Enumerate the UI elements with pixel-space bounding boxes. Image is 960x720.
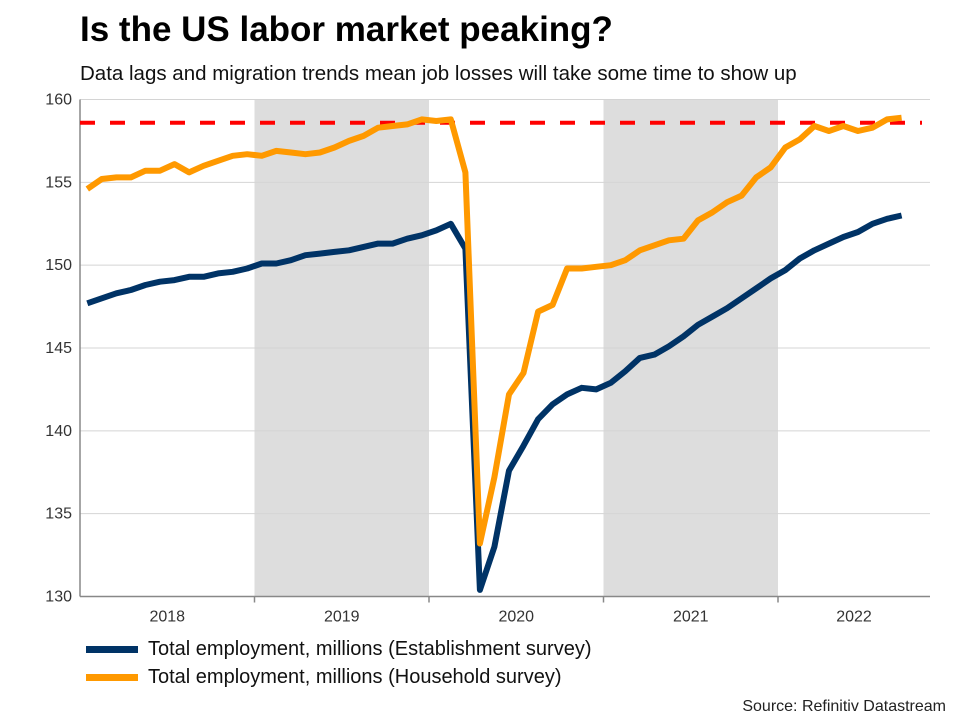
y-tick-label: 130 (45, 589, 72, 606)
legend-label-establishment: Total employment, millions (Establishmen… (148, 638, 592, 660)
legend-swatch-establishment (86, 646, 138, 653)
legend-label-household: Total employment, millions (Household su… (148, 666, 562, 688)
x-tick-label-2021: 2021 (673, 609, 709, 626)
y-tick-label: 160 (45, 92, 72, 109)
y-tick-label: 150 (45, 257, 72, 274)
series-line-establishment (86, 212, 903, 593)
legend-item-household: Total employment, millions (Household su… (86, 666, 562, 689)
y-tick-label: 145 (45, 340, 72, 357)
chart-subtitle: Data lags and migration trends mean job … (80, 62, 797, 85)
series-line-household (85, 114, 902, 547)
x-tick-label-2022: 2022 (836, 609, 872, 626)
x-tick-label-2020: 2020 (498, 609, 534, 626)
x-tick-label-2019: 2019 (324, 609, 360, 626)
legend-swatch-household (86, 674, 138, 681)
y-tick-label: 155 (45, 174, 72, 191)
source-note: Source: Refinitiv Datastream (742, 698, 946, 715)
legend-item-establishment: Total employment, millions (Establishmen… (86, 638, 592, 661)
y-tick-label: 135 (45, 506, 72, 523)
chart-title: Is the US labor market peaking? (80, 10, 613, 49)
x-tick-label-2018: 2018 (149, 609, 185, 626)
y-tick-label: 140 (45, 423, 72, 440)
